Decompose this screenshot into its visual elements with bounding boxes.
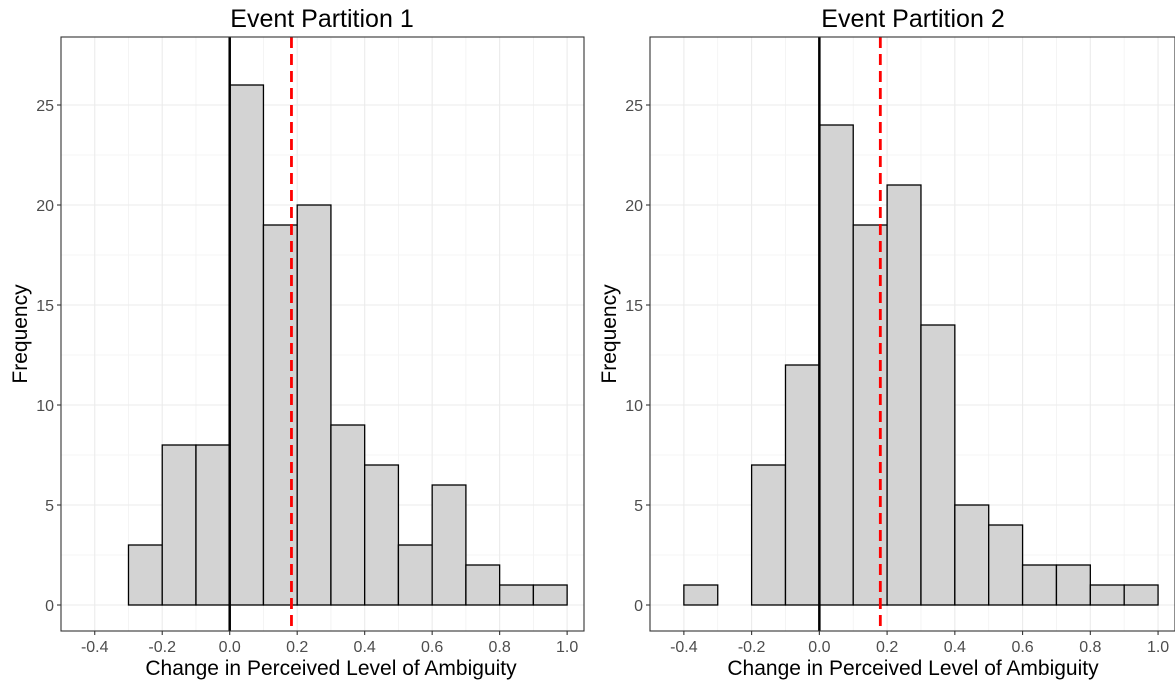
y-axis-ticks: 0 5 10 15 20 25: [625, 98, 650, 615]
panel-event-partition-1: Event Partition 1 Frequency Change in Pe…: [9, 5, 585, 680]
histogram-bar: [498, 584, 535, 606]
y-tick-label: 0: [634, 598, 643, 615]
histogram-bar: [532, 584, 568, 606]
x-tick-label: 1.0: [1147, 639, 1169, 656]
chart-title: Event Partition 2: [821, 5, 1004, 33]
x-tick-label: 0.6: [421, 639, 443, 656]
y-axis-ticks: 0 5 10 15 20 25: [36, 98, 61, 615]
histogram-bar: [397, 544, 433, 606]
x-tick-label: 0.4: [354, 639, 376, 656]
x-tick-label: 0.4: [944, 639, 966, 656]
histogram-bar: [330, 424, 366, 606]
bars: [127, 84, 568, 606]
bars: [683, 124, 1159, 606]
histogram-bar: [195, 444, 231, 606]
x-tick-label: 0.0: [808, 639, 830, 656]
x-tick-label: -0.4: [670, 639, 698, 656]
y-tick-label: 0: [45, 598, 54, 615]
x-tick-label: 0.8: [489, 639, 511, 656]
histogram-bar: [1021, 564, 1058, 606]
histogram-bar: [364, 464, 400, 606]
histogram-bar: [161, 444, 197, 606]
chart-title: Event Partition 1: [230, 5, 413, 33]
y-tick-label: 10: [625, 398, 643, 415]
y-tick-label: 20: [36, 198, 54, 215]
histogram-bar: [920, 324, 956, 606]
y-tick-label: 5: [45, 498, 54, 515]
x-tick-label: -0.2: [148, 639, 176, 656]
histogram-bar: [818, 124, 854, 606]
histogram-bar: [886, 184, 922, 606]
histogram-bar: [1123, 584, 1159, 606]
y-tick-label: 15: [36, 298, 54, 315]
histogram-bar: [229, 84, 265, 606]
histogram-bar: [988, 524, 1024, 606]
x-axis-label: Change in Perceived Level of Ambiguity: [145, 657, 517, 680]
x-tick-label: 0.2: [286, 639, 308, 656]
histogram-bar: [127, 544, 163, 606]
histogram-bar: [954, 504, 990, 606]
y-tick-label: 10: [36, 398, 54, 415]
panel-border: [60, 36, 585, 632]
x-tick-label: 0.6: [1011, 639, 1033, 656]
x-tick-label: 0.8: [1079, 639, 1101, 656]
panel-event-partition-2: Event Partition 2 Frequency Change in Pe…: [598, 5, 1175, 680]
y-tick-label: 5: [634, 498, 643, 515]
x-tick-label: 0.0: [219, 639, 241, 656]
y-axis-label: Frequency: [598, 284, 621, 384]
histogram-bar: [1089, 584, 1125, 606]
histogram-bar: [465, 564, 501, 606]
histogram-bar: [296, 204, 332, 606]
panel-border: [649, 36, 1175, 632]
x-tick-label: 0.2: [876, 639, 898, 656]
histogram-bar: [750, 464, 787, 606]
x-axis-ticks: -0.4 -0.2 0.0 0.2 0.4 0.6 0.8 1.0: [81, 631, 578, 656]
y-tick-label: 20: [625, 198, 643, 215]
histogram-bar: [683, 584, 719, 606]
histogram-bar: [1055, 564, 1091, 606]
x-tick-label: -0.4: [81, 639, 109, 656]
histogram-bar: [431, 484, 467, 606]
x-axis-ticks: -0.4 -0.2 0.0 0.2 0.4 0.6 0.8 1.0: [670, 631, 1169, 656]
y-tick-label: 25: [625, 98, 643, 115]
y-tick-label: 15: [625, 298, 643, 315]
y-tick-label: 25: [36, 98, 54, 115]
histogram-bar: [852, 224, 888, 606]
x-tick-label: 1.0: [556, 639, 578, 656]
histogram-bar: [784, 364, 821, 606]
x-axis-label: Change in Perceived Level of Ambiguity: [727, 657, 1099, 680]
y-axis-label: Frequency: [9, 284, 32, 384]
x-tick-label: -0.2: [738, 639, 766, 656]
